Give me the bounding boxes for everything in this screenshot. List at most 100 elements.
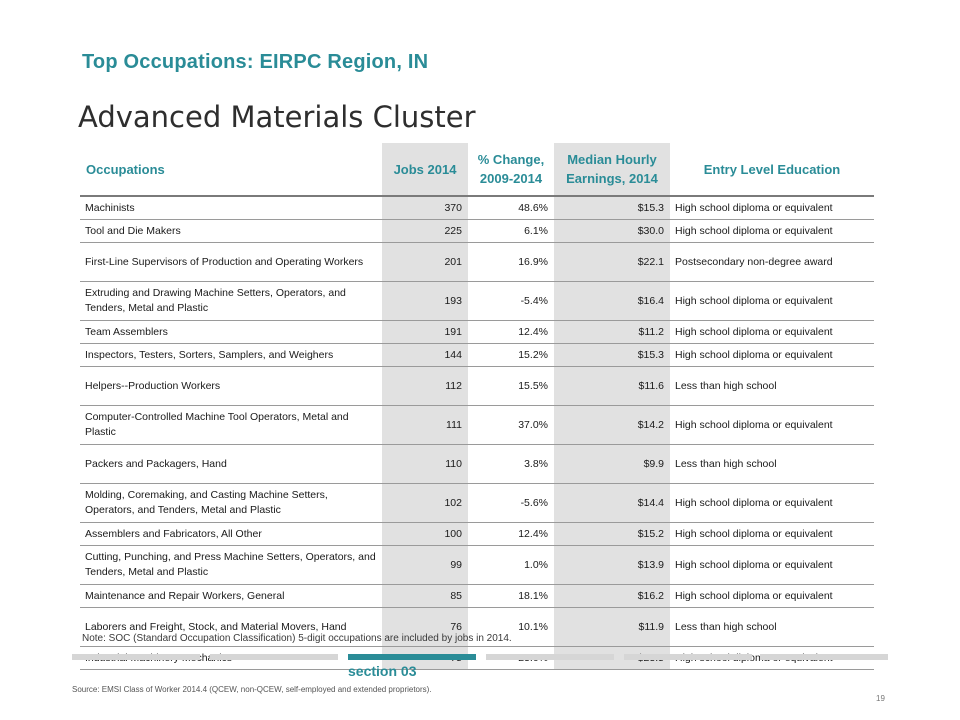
table-row: Laborers and Freight, Stock, and Materia… xyxy=(80,607,874,647)
education-cell: High school diploma or equivalent xyxy=(670,584,874,608)
occupation-cell: Maintenance and Repair Workers, General xyxy=(80,584,382,608)
col-header-change: % Change, 2009-2014 xyxy=(468,143,554,197)
change-cell: 37.0% xyxy=(468,405,554,445)
occupation-cell: First-Line Supervisors of Production and… xyxy=(80,242,382,282)
change-cell: 12.4% xyxy=(468,320,554,344)
section-label: section 03 xyxy=(348,663,417,679)
nav-segment xyxy=(210,654,338,660)
table-row: Molding, Coremaking, and Casting Machine… xyxy=(80,483,874,523)
table-row: Machinists 370 48.6% $15.3 High school diplo… xyxy=(80,196,874,220)
earnings-cell: $22.1 xyxy=(554,242,670,282)
occupation-cell: Helpers--Production Workers xyxy=(80,366,382,406)
earnings-cell: $16.4 xyxy=(554,281,670,321)
jobs-cell: 112 xyxy=(382,366,468,406)
earnings-cell: $15.2 xyxy=(554,522,670,546)
col-header-change-line2: 2009-2014 xyxy=(479,171,543,186)
table-note: Note: SOC (Standard Occupation Classific… xyxy=(82,633,512,644)
change-cell: -5.4% xyxy=(468,281,554,321)
earnings-cell: $14.2 xyxy=(554,405,670,445)
table-row: Computer-Controlled Machine Tool Operato… xyxy=(80,405,874,445)
earnings-cell: $11.2 xyxy=(554,320,670,344)
occupation-cell: Tool and Die Makers xyxy=(80,219,382,243)
education-cell: Less than high school xyxy=(670,607,874,647)
occupation-cell: Molding, Coremaking, and Casting Machine… xyxy=(80,483,382,523)
table-row: Extruding and Drawing Machine Setters, O… xyxy=(80,281,874,321)
education-cell: High school diploma or equivalent xyxy=(670,196,874,220)
change-cell: -5.6% xyxy=(468,483,554,523)
jobs-cell: 85 xyxy=(382,584,468,608)
change-cell: 10.1% xyxy=(468,607,554,647)
col-header-occupations: Occupations xyxy=(80,143,382,197)
jobs-cell: 76 xyxy=(382,607,468,647)
table-row: First-Line Supervisors of Production and… xyxy=(80,242,874,282)
earnings-cell: $16.2 xyxy=(554,584,670,608)
occupation-cell: Laborers and Freight, Stock, and Materia… xyxy=(80,607,382,647)
slide-title: Advanced Materials Cluster xyxy=(78,100,476,134)
education-cell: High school diploma or equivalent xyxy=(670,219,874,243)
occupation-cell: Cutting, Punching, and Press Machine Set… xyxy=(80,545,382,585)
occupation-cell: Assemblers and Fabricators, All Other xyxy=(80,522,382,546)
occupation-cell: Computer-Controlled Machine Tool Operato… xyxy=(80,405,382,445)
nav-segment xyxy=(760,654,888,660)
nav-segment xyxy=(486,654,614,660)
col-header-earnings: Median Hourly Earnings, 2014 xyxy=(554,143,670,197)
occupation-cell: Packers and Packagers, Hand xyxy=(80,444,382,484)
col-header-change-line1: % Change, xyxy=(477,152,545,167)
table-row: Tool and Die Makers 225 6.1% $30.0 High scho… xyxy=(80,219,874,243)
table-row: Assemblers and Fabricators, All Other 100… xyxy=(80,522,874,546)
education-cell: High school diploma or equivalent xyxy=(670,320,874,344)
jobs-cell: 225 xyxy=(382,219,468,243)
jobs-cell: 110 xyxy=(382,444,468,484)
nav-segment xyxy=(72,654,200,660)
jobs-cell: 111 xyxy=(382,405,468,445)
table-row: Packers and Packagers, Hand 110 3.8% $9.9 Le… xyxy=(80,444,874,484)
change-cell: 3.8% xyxy=(468,444,554,484)
change-cell: 15.2% xyxy=(468,343,554,367)
table-body: Machinists 370 48.6% $15.3 High school diplo… xyxy=(80,196,874,670)
table-row: Cutting, Punching, and Press Machine Set… xyxy=(80,545,874,585)
change-cell: 12.4% xyxy=(468,522,554,546)
education-cell: High school diploma or equivalent xyxy=(670,483,874,523)
change-cell: 18.1% xyxy=(468,584,554,608)
jobs-cell: 370 xyxy=(382,196,468,220)
earnings-cell: $15.3 xyxy=(554,343,670,367)
jobs-cell: 191 xyxy=(382,320,468,344)
occupation-cell: Team Assemblers xyxy=(80,320,382,344)
earnings-cell: $9.9 xyxy=(554,444,670,484)
col-header-earnings-line1: Median Hourly xyxy=(567,152,657,167)
education-cell: High school diploma or equivalent xyxy=(670,281,874,321)
occupations-table: Occupations Jobs 2014 % Change, 2009-201… xyxy=(80,143,874,670)
table-row: Maintenance and Repair Workers, General 8… xyxy=(80,584,874,608)
education-cell: Less than high school xyxy=(670,366,874,406)
education-cell: High school diploma or equivalent xyxy=(670,545,874,585)
occupation-cell: Machinists xyxy=(80,196,382,220)
jobs-cell: 99 xyxy=(382,545,468,585)
earnings-cell: $30.0 xyxy=(554,219,670,243)
section-nav-bar xyxy=(72,654,888,660)
page-number: 19 xyxy=(876,694,885,703)
education-cell: High school diploma or equivalent xyxy=(670,522,874,546)
education-cell: Less than high school xyxy=(670,444,874,484)
earnings-cell: $13.9 xyxy=(554,545,670,585)
jobs-cell: 100 xyxy=(382,522,468,546)
table-header-row: Occupations Jobs 2014 % Change, 2009-201… xyxy=(80,143,874,197)
nav-segment-active xyxy=(348,654,476,660)
change-cell: 16.9% xyxy=(468,242,554,282)
earnings-cell: $15.3 xyxy=(554,196,670,220)
change-cell: 15.5% xyxy=(468,366,554,406)
jobs-cell: 144 xyxy=(382,343,468,367)
source-note: Source: EMSI Class of Worker 2014.4 (QCE… xyxy=(72,685,432,694)
earnings-cell: $11.6 xyxy=(554,366,670,406)
earnings-cell: $14.4 xyxy=(554,483,670,523)
jobs-cell: 201 xyxy=(382,242,468,282)
change-cell: 1.0% xyxy=(468,545,554,585)
education-cell: High school diploma or equivalent xyxy=(670,343,874,367)
col-header-jobs: Jobs 2014 xyxy=(382,143,468,197)
occupation-cell: Extruding and Drawing Machine Setters, O… xyxy=(80,281,382,321)
slide-subtitle: Top Occupations: EIRPC Region, IN xyxy=(82,51,429,73)
jobs-cell: 102 xyxy=(382,483,468,523)
change-cell: 48.6% xyxy=(468,196,554,220)
table-row: Helpers--Production Workers 112 15.5% $11.6… xyxy=(80,366,874,406)
col-header-earnings-line2: Earnings, 2014 xyxy=(566,171,658,186)
jobs-cell: 193 xyxy=(382,281,468,321)
